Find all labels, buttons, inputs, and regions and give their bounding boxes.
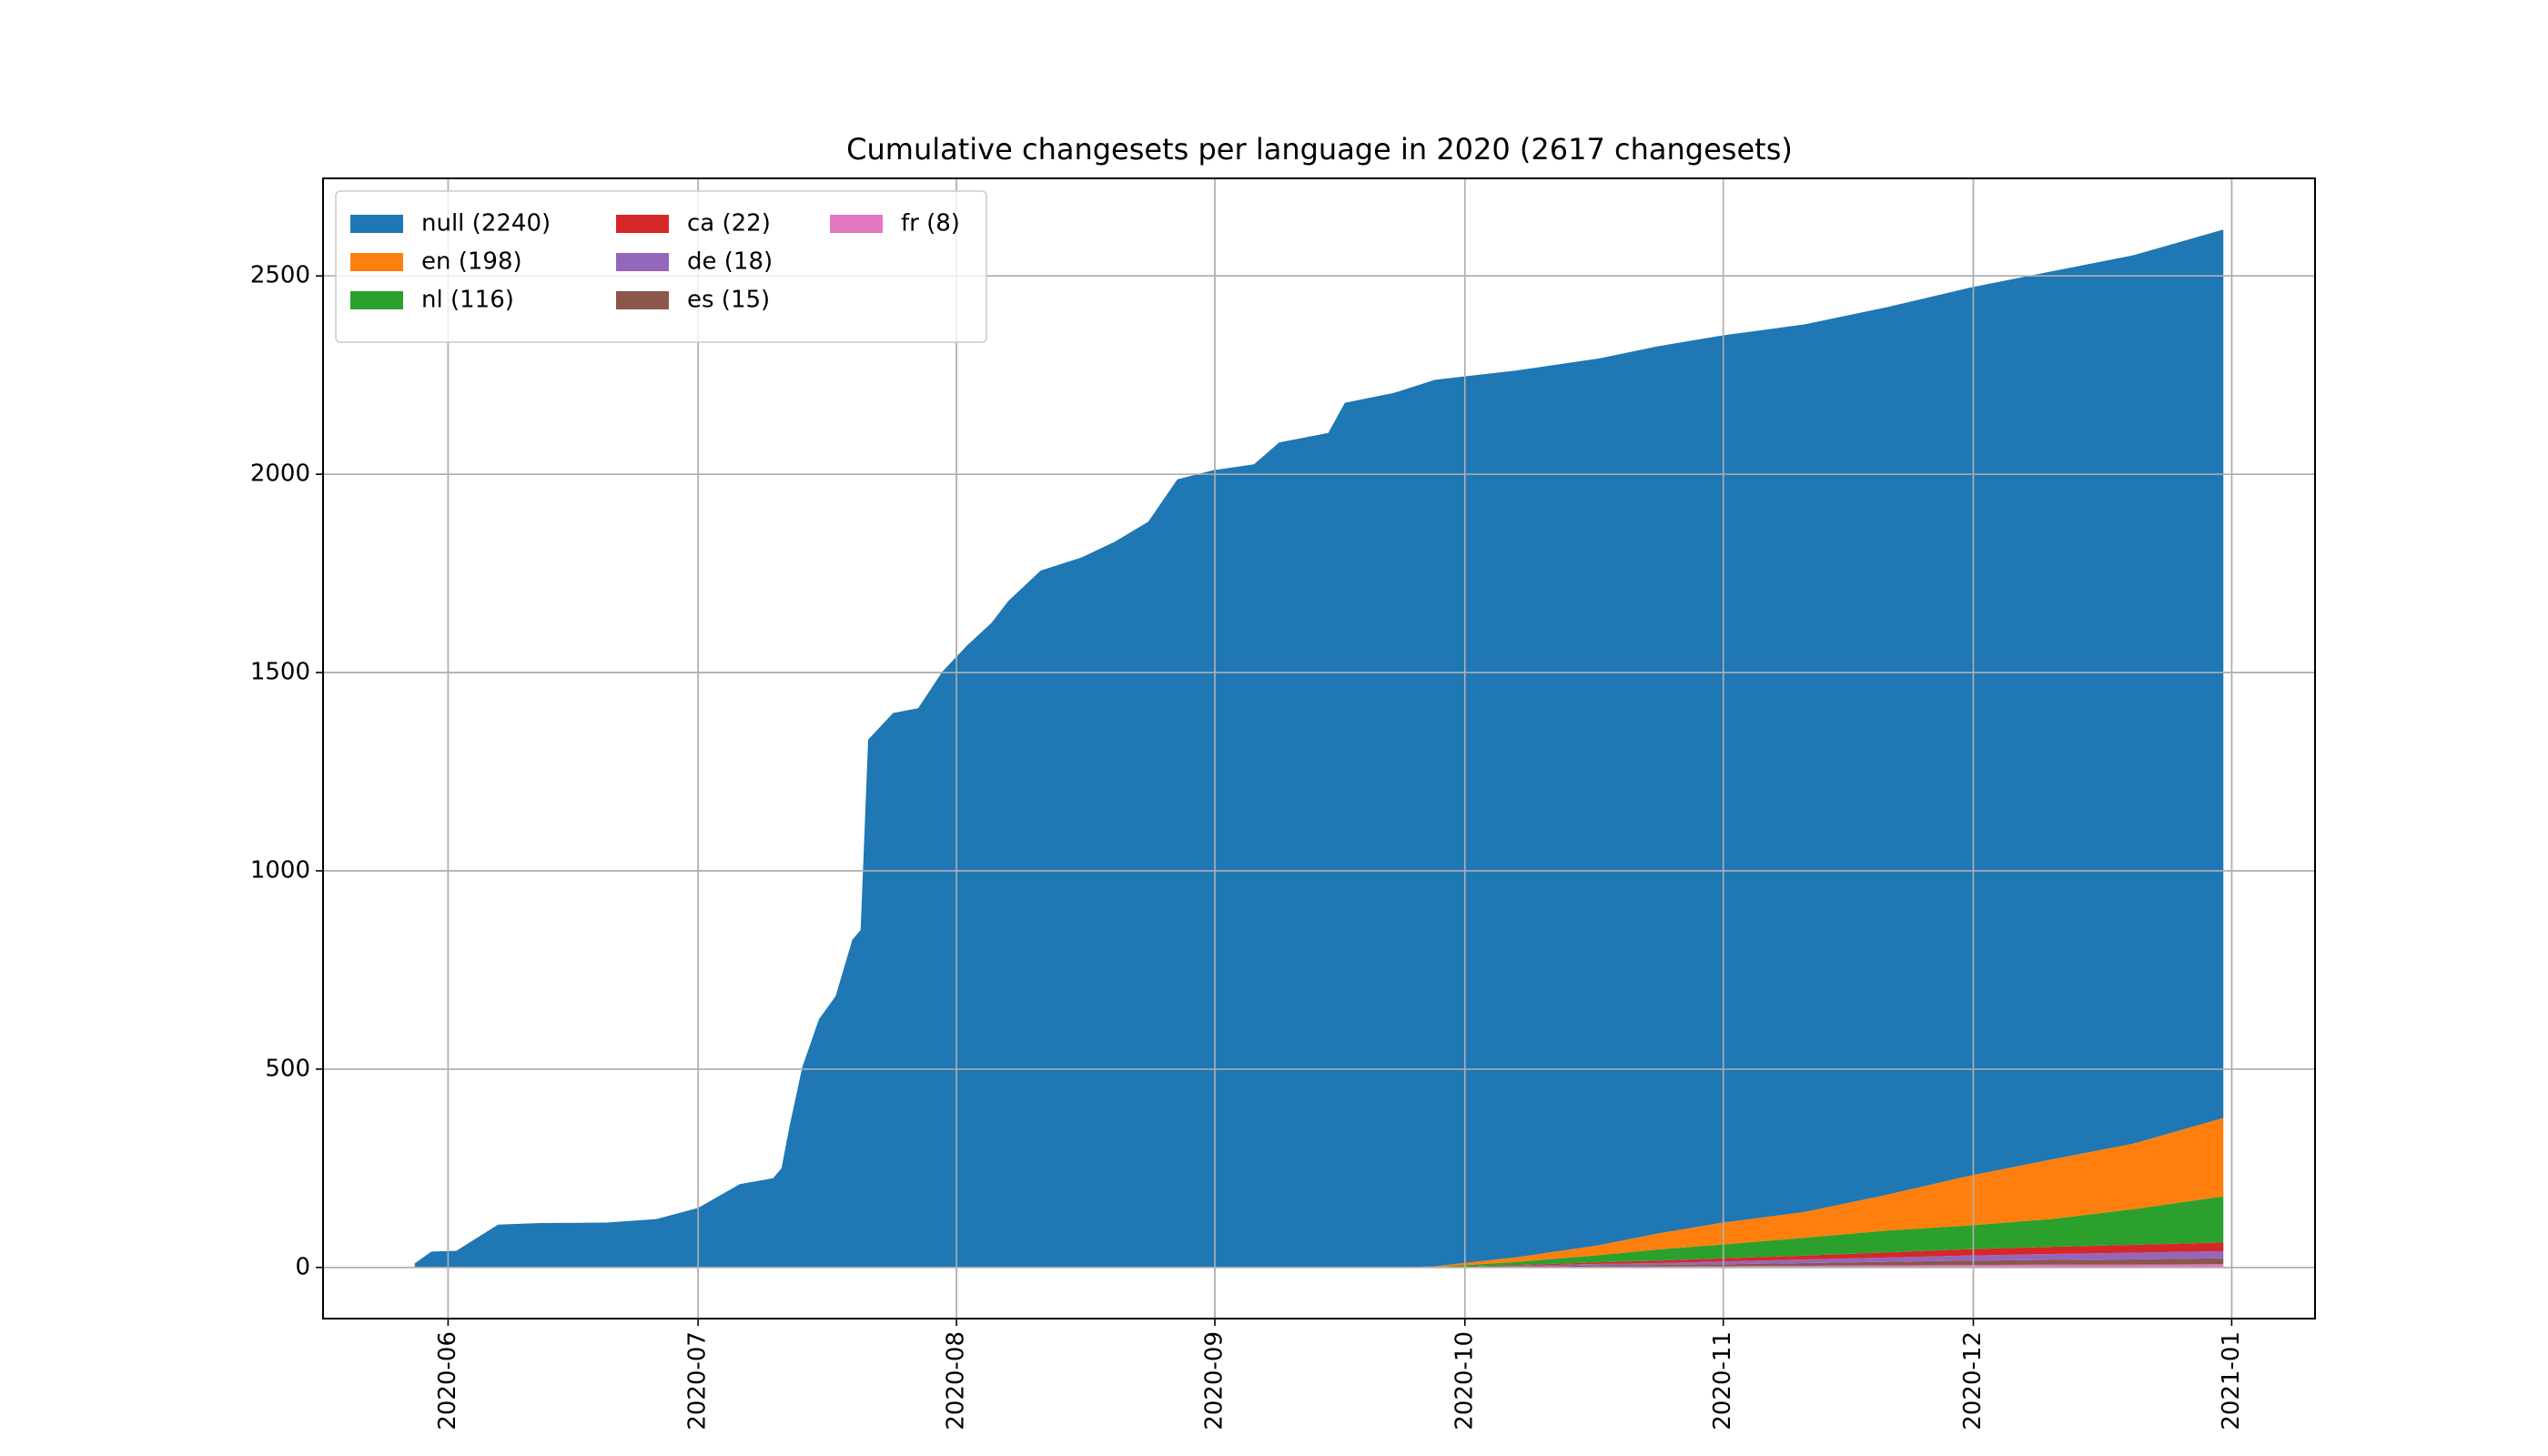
x-tick-label: 2020-06 [434, 1331, 461, 1431]
legend-swatch [350, 253, 403, 271]
legend-swatch [616, 291, 669, 309]
legend: null (2240) en (198) nl (116) ca (22) de (18… [335, 190, 987, 343]
x-tick-label: 2020-08 [943, 1331, 970, 1431]
area [414, 1264, 2224, 1268]
legend-label: en (198) [421, 248, 522, 276]
y-tick-label: 2000 [250, 460, 310, 488]
area [414, 1117, 2224, 1268]
area [414, 1250, 2224, 1268]
chart-title: Cumulative changesets per language in 20… [846, 132, 1793, 167]
area [414, 1242, 2224, 1268]
y-tick-label: 500 [265, 1055, 310, 1082]
y-tick-label: 0 [295, 1253, 310, 1280]
plot-frame [322, 177, 2316, 1320]
legend-swatch [616, 253, 669, 271]
legend-swatch [616, 215, 669, 233]
area [414, 229, 2224, 1268]
x-tick-label: 2020-09 [1201, 1331, 1228, 1431]
area [414, 1258, 2224, 1268]
x-tick-label: 2020-12 [1959, 1331, 1987, 1431]
legend-label: es (15) [687, 287, 770, 314]
legend-swatch [350, 215, 403, 233]
legend-label: nl (116) [421, 287, 514, 314]
legend-swatch [830, 215, 883, 233]
legend-label: fr (8) [901, 210, 960, 238]
y-tick-label: 1000 [250, 856, 310, 884]
legend-swatch [350, 291, 403, 309]
x-tick-label: 2021-01 [2218, 1331, 2245, 1431]
x-tick-label: 2020-10 [1451, 1331, 1478, 1431]
x-tick-label: 2020-11 [1709, 1331, 1736, 1431]
legend-label: de (18) [687, 248, 773, 276]
legend-label: ca (22) [687, 210, 771, 238]
legend-label: null (2240) [421, 210, 551, 238]
y-tick-label: 1500 [250, 659, 310, 686]
y-tick-label: 2500 [250, 262, 310, 289]
area [414, 1196, 2224, 1268]
x-tick-label: 2020-07 [684, 1331, 712, 1431]
